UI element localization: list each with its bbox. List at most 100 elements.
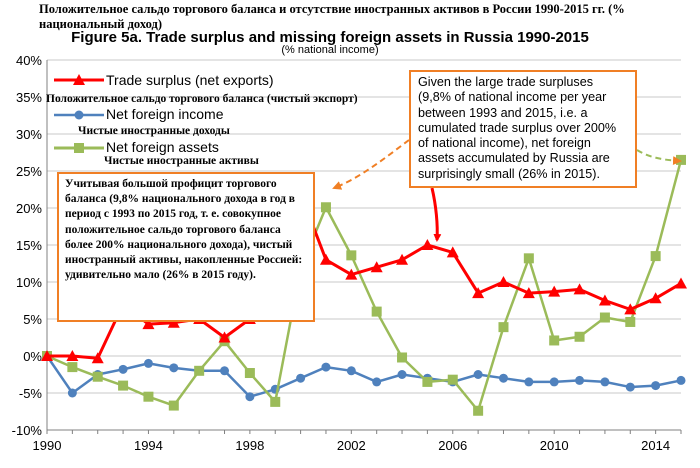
series-line-trade-surplus-net-exports xyxy=(47,191,682,360)
data-point-income xyxy=(397,370,407,379)
y-tick-label: 0% xyxy=(23,349,42,364)
legend-assets-label-russian: Чистые иностранные активы xyxy=(104,155,259,167)
data-point-assets xyxy=(599,312,610,323)
legend-income-label: Net foreign income xyxy=(106,106,224,122)
axes xyxy=(46,60,682,434)
data-point-income xyxy=(321,362,331,372)
data-point-income xyxy=(524,377,534,387)
x-tick-label: 2010 xyxy=(540,438,569,453)
data-point-assets xyxy=(244,368,255,379)
data-point-assets xyxy=(92,371,103,382)
annotation-box-russian: Учитывая большой профицит торгового бала… xyxy=(57,172,315,322)
y-axis-tick-labels: -10% -5% 0% 5% 10% 15% 20% 25% 30% 35% 40% xyxy=(12,53,43,438)
data-point-trade xyxy=(675,277,687,289)
arrow-to-trade-surplus xyxy=(430,187,442,242)
data-point-trade xyxy=(472,287,485,299)
data-point-assets xyxy=(650,251,661,262)
data-point-trade xyxy=(91,352,104,364)
data-point-trade xyxy=(548,285,561,297)
data-point-income xyxy=(625,382,635,392)
data-point-assets xyxy=(270,396,281,407)
data-point-assets xyxy=(625,316,636,327)
legend-assets-label: Net foreign assets xyxy=(106,139,219,155)
x-tick-label: 2002 xyxy=(337,438,366,453)
legend-trade-label-russian: Положительное сальдо торгового баланса (… xyxy=(46,93,358,105)
data-point-income xyxy=(169,363,179,373)
x-tick-label: 1994 xyxy=(134,438,163,453)
data-point-income xyxy=(498,373,508,383)
data-point-trade xyxy=(497,276,510,287)
data-point-assets xyxy=(422,376,433,387)
arrow-to-net-foreign-assets xyxy=(636,149,682,166)
y-tick-label: 5% xyxy=(23,312,42,327)
y-tick-label: 35% xyxy=(16,90,42,105)
y-tick-label: 10% xyxy=(16,275,42,290)
data-point-assets xyxy=(498,322,509,333)
chart-subtitle: (% national income) xyxy=(281,44,379,56)
data-point-trade xyxy=(66,350,79,361)
legend-income-symbol xyxy=(54,110,104,120)
data-point-trade xyxy=(319,253,332,265)
data-point-assets xyxy=(473,405,484,416)
annotation-arrows xyxy=(332,139,682,242)
legend-trade-symbol xyxy=(54,74,104,85)
legend: Trade surplus (net exports) Положительно… xyxy=(46,68,404,168)
x-tick-label: 1990 xyxy=(33,438,62,453)
legend-assets-symbol xyxy=(54,143,104,153)
x-tick-label: 2006 xyxy=(438,438,467,453)
y-tick-label: 40% xyxy=(16,53,42,68)
data-point-assets xyxy=(346,250,357,261)
data-point-trade xyxy=(370,261,383,273)
y-tick-label: -10% xyxy=(12,423,43,438)
data-point-trade xyxy=(522,287,535,299)
x-axis-tick-labels: 1990 1994 1998 2002 2006 2010 2014 xyxy=(33,438,671,453)
data-point-income xyxy=(220,366,230,376)
x-tick-label: 2014 xyxy=(641,438,670,453)
data-point-income xyxy=(473,370,483,379)
data-point-income xyxy=(676,375,686,385)
data-point-assets xyxy=(574,331,585,342)
data-point-trade xyxy=(142,318,155,330)
data-point-income xyxy=(346,366,356,376)
data-point-assets xyxy=(168,400,179,411)
data-point-assets xyxy=(397,352,408,363)
data-point-trade xyxy=(624,303,637,315)
data-point-assets xyxy=(118,380,129,391)
data-point-trade xyxy=(345,268,358,280)
data-point-trade xyxy=(573,283,586,295)
data-point-income xyxy=(600,377,610,387)
data-point-income xyxy=(67,388,77,398)
data-point-assets xyxy=(194,365,205,376)
y-tick-label: 20% xyxy=(16,201,42,216)
data-point-assets xyxy=(549,335,560,346)
y-tick-label: 25% xyxy=(16,164,42,179)
chart-title-russian: Положительное сальдо торгового баланса и… xyxy=(39,2,625,31)
legend-trade-label: Trade surplus (net exports) xyxy=(106,72,274,88)
chart-title-english: Figure 5a. Trade surplus and missing for… xyxy=(71,29,589,46)
data-point-assets xyxy=(67,362,78,373)
annotation-box-english: Given the large trade surpluses (9,8% of… xyxy=(409,70,637,188)
data-point-income xyxy=(143,358,153,368)
y-tick-label: 15% xyxy=(16,238,42,253)
data-point-trade xyxy=(598,294,611,306)
data-point-assets xyxy=(143,391,154,402)
data-point-assets xyxy=(447,374,458,385)
data-point-assets xyxy=(320,202,331,213)
data-point-assets xyxy=(523,253,534,264)
data-point-income xyxy=(372,377,382,387)
data-point-income xyxy=(575,375,585,385)
data-point-trade xyxy=(446,246,459,258)
arrow-to-russian-box xyxy=(332,139,410,190)
data-point-assets xyxy=(371,306,382,317)
data-point-trade xyxy=(649,292,662,304)
data-point-income xyxy=(118,364,128,374)
data-point-trade xyxy=(167,316,180,328)
data-point-trade xyxy=(396,253,409,265)
data-point-trade xyxy=(421,239,434,250)
data-point-income xyxy=(549,377,559,387)
y-tick-label: -5% xyxy=(19,386,43,401)
data-point-trade xyxy=(218,331,231,343)
y-tick-label: 30% xyxy=(16,127,42,142)
